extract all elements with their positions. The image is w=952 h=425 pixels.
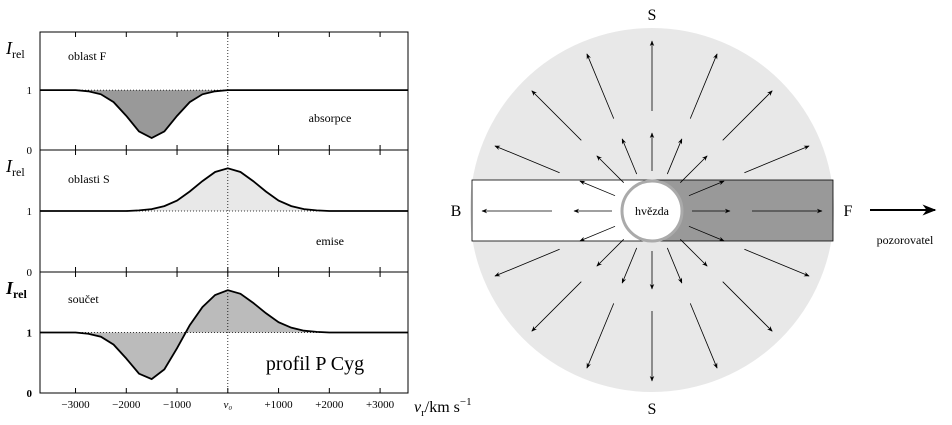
- y-axis-label: Irel: [5, 278, 27, 301]
- wind-arrow: [579, 180, 616, 197]
- star: [620, 179, 684, 243]
- x-axis-label-unit: /km s: [425, 399, 460, 416]
- wind-arrow: [744, 248, 810, 277]
- shaded-area: [40, 168, 408, 211]
- x-axis-label-sup: −1: [460, 396, 472, 408]
- x-axis-label-main: v: [414, 399, 422, 416]
- y-tick-label: 0: [27, 388, 33, 400]
- wind-arrow: [579, 225, 616, 242]
- observer-label: pozorovatel: [877, 233, 934, 247]
- wind-arrow: [680, 239, 708, 267]
- wind-arrows: [481, 40, 823, 382]
- label-top: S: [648, 7, 657, 24]
- wind-arrow: [722, 90, 773, 141]
- wind-arrow: [621, 138, 638, 175]
- wind-arrow: [689, 53, 718, 119]
- x-axis-label-sub: r: [421, 407, 425, 419]
- profile-plots: 0 1 Irel oblast F absorpce 0 1 Irel oblasti S emi…: [5, 31, 472, 419]
- wind-arrow: [596, 239, 624, 267]
- x-tick-label: −2000: [112, 399, 141, 411]
- x-tick-label: +3000: [366, 399, 395, 411]
- label-right: F: [844, 203, 853, 220]
- panel: 0 1 −3000 −2000 −1000 v₀ +1000 +2000 +3000 Irel so…: [5, 271, 472, 419]
- y-axis-label-main: I: [5, 278, 14, 298]
- wind-arrow: [621, 247, 638, 284]
- wind-arrow: [531, 281, 582, 332]
- wind-arrow: [744, 145, 810, 174]
- wind-arrow: [666, 247, 683, 284]
- wind-arrow: [586, 53, 615, 119]
- y-tick-label: 0: [27, 267, 33, 279]
- y-tick-label: 0: [27, 145, 33, 157]
- wind-arrow: [596, 155, 624, 183]
- wind-diagram: hvězda S S B F pozorovatel: [451, 7, 937, 418]
- panel: 0 1 Irel oblast F absorpce: [5, 31, 409, 157]
- x-tick-label: +1000: [264, 399, 293, 411]
- x-axis-label: vr/km s−1: [414, 396, 472, 419]
- x-tick-label: v₀: [223, 399, 232, 411]
- wind-arrow: [722, 281, 773, 332]
- y-tick-label: 1: [27, 328, 33, 340]
- y-axis-label-sub: rel: [13, 287, 27, 301]
- annotation: součet: [68, 292, 99, 306]
- profile-line: [40, 167, 408, 212]
- panel: 0 1 Irel oblasti S emise: [5, 149, 409, 279]
- annotation: oblasti S: [68, 172, 110, 186]
- annotation: profil P Cyg: [266, 353, 364, 375]
- wind-arrow: [531, 90, 582, 141]
- wind-arrow: [494, 248, 560, 277]
- x-tick-label: −1000: [163, 399, 192, 411]
- x-tick-label: +2000: [315, 399, 344, 411]
- annotation: absorpce: [309, 111, 352, 125]
- wind-arrow: [680, 155, 708, 183]
- label-left: B: [451, 203, 462, 220]
- y-axis-label-sub: rel: [12, 47, 25, 61]
- y-axis-label-main: I: [5, 38, 13, 58]
- y-axis-label-sub: rel: [12, 165, 25, 179]
- wind-arrow: [688, 180, 725, 197]
- shaded-area: [40, 290, 408, 380]
- profile-line: [40, 89, 408, 140]
- x-tick-label: −3000: [61, 399, 90, 411]
- star-label: hvězda: [635, 204, 670, 218]
- shaded-area: [40, 90, 408, 139]
- wind-arrow: [666, 138, 683, 175]
- wind-arrow: [586, 303, 615, 369]
- annotation: oblast F: [68, 49, 107, 63]
- y-axis-label-main: I: [5, 156, 13, 176]
- wind-arrow: [689, 303, 718, 369]
- y-axis-label: Irel: [5, 38, 25, 61]
- annotation: emise: [316, 234, 344, 248]
- y-axis-label: Irel: [5, 156, 25, 179]
- label-bottom: S: [648, 401, 657, 418]
- y-tick-label: 1: [27, 206, 33, 218]
- wind-arrow: [688, 225, 725, 242]
- wind-arrow: [494, 145, 560, 174]
- profile-line: [40, 289, 408, 381]
- y-tick-label: 1: [27, 85, 33, 97]
